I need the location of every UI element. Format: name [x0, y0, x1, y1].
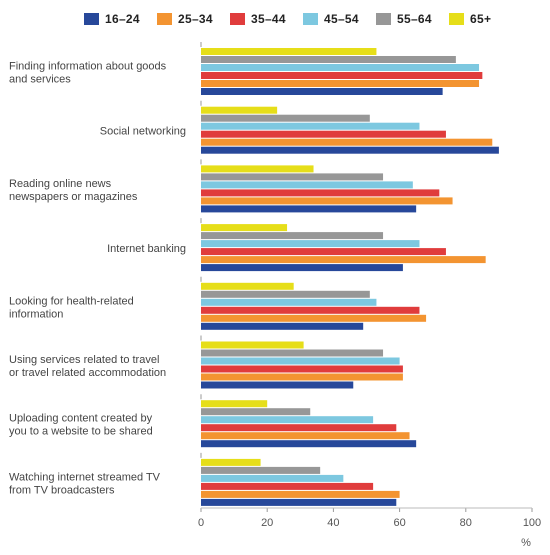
legend-swatch [449, 13, 464, 25]
bar [201, 474, 344, 482]
legend-swatch [376, 13, 391, 25]
bar [201, 349, 384, 357]
bar [201, 205, 417, 213]
legend-label: 25–34 [178, 12, 213, 26]
bar [201, 130, 446, 138]
bar [201, 440, 417, 448]
legend-label: 16–24 [105, 12, 140, 26]
x-tick-label: 60 [393, 517, 405, 529]
legend-item: 55–64 [376, 12, 432, 26]
legend-label: 35–44 [251, 12, 286, 26]
x-tick-label: 100 [523, 517, 541, 529]
bar [201, 173, 384, 181]
bar [201, 322, 364, 330]
x-tick-label: 40 [327, 517, 339, 529]
bar [201, 298, 377, 306]
bar [201, 466, 321, 474]
bar [201, 490, 400, 498]
category-label: Reading online news [9, 178, 112, 190]
bar [201, 498, 397, 506]
bar [201, 381, 354, 389]
legend-item: 16–24 [84, 12, 140, 26]
bar [201, 197, 453, 205]
category-label: Social networking [100, 126, 186, 138]
bar [201, 189, 440, 197]
category-label: Looking for health-related [9, 295, 134, 307]
category-label: you to a website to be shared [9, 426, 153, 438]
x-tick-label: 20 [261, 517, 273, 529]
bar [201, 146, 499, 154]
bar [201, 373, 403, 381]
x-tick-label: 80 [460, 517, 472, 529]
category-label: newspapers or magazines [9, 191, 138, 203]
bar [201, 256, 486, 264]
category-label: Watching internet streamed TV [9, 471, 161, 483]
x-tick-label: 0 [198, 517, 204, 529]
bar [201, 290, 370, 298]
bar [201, 122, 420, 130]
bar [201, 240, 420, 248]
bar [201, 306, 420, 314]
bar [201, 282, 294, 290]
bar [201, 432, 410, 440]
legend-label: 65+ [470, 12, 492, 26]
bar [201, 64, 480, 71]
category-label: or travel related accommodation [9, 367, 166, 379]
bar [201, 341, 304, 349]
legend-item: 65+ [449, 12, 491, 26]
category-label: Internet banking [107, 243, 186, 255]
bar [201, 232, 384, 240]
legend: 16–24 25–34 35–44 45–54 55–64 65+ [0, 12, 550, 28]
category-label: Using services related to travel [9, 354, 159, 366]
bar [201, 56, 456, 63]
category-label: from TV broadcasters [9, 484, 115, 496]
category-label: and services [9, 74, 71, 86]
bar [201, 48, 377, 55]
bar [201, 72, 483, 79]
bar [201, 106, 278, 114]
bar [201, 357, 400, 365]
bar [201, 165, 314, 173]
legend-item: 35–44 [230, 12, 286, 26]
bar [201, 314, 427, 322]
legend-label: 55–64 [397, 12, 432, 26]
bar [201, 400, 268, 408]
bar [201, 80, 480, 87]
bar [201, 224, 288, 232]
bar [201, 138, 493, 146]
bar [201, 88, 443, 95]
bar [201, 416, 374, 424]
category-label: Uploading content created by [9, 413, 153, 425]
category-label: Finding information about goods [9, 61, 167, 73]
x-axis-title: % [521, 537, 531, 549]
bar [201, 114, 370, 122]
bar [201, 408, 311, 416]
legend-item: 45–54 [303, 12, 359, 26]
bar [201, 458, 261, 466]
bar [201, 181, 413, 189]
legend-swatch [230, 13, 245, 25]
bar [201, 482, 374, 490]
bar [201, 424, 397, 432]
bar [201, 365, 403, 373]
legend-swatch [84, 13, 99, 25]
legend-swatch [303, 13, 318, 25]
bar [201, 248, 446, 256]
legend-swatch [157, 13, 172, 25]
legend-label: 45–54 [324, 12, 359, 26]
bar [201, 264, 403, 272]
category-label: information [9, 308, 63, 320]
legend-item: 25–34 [157, 12, 213, 26]
